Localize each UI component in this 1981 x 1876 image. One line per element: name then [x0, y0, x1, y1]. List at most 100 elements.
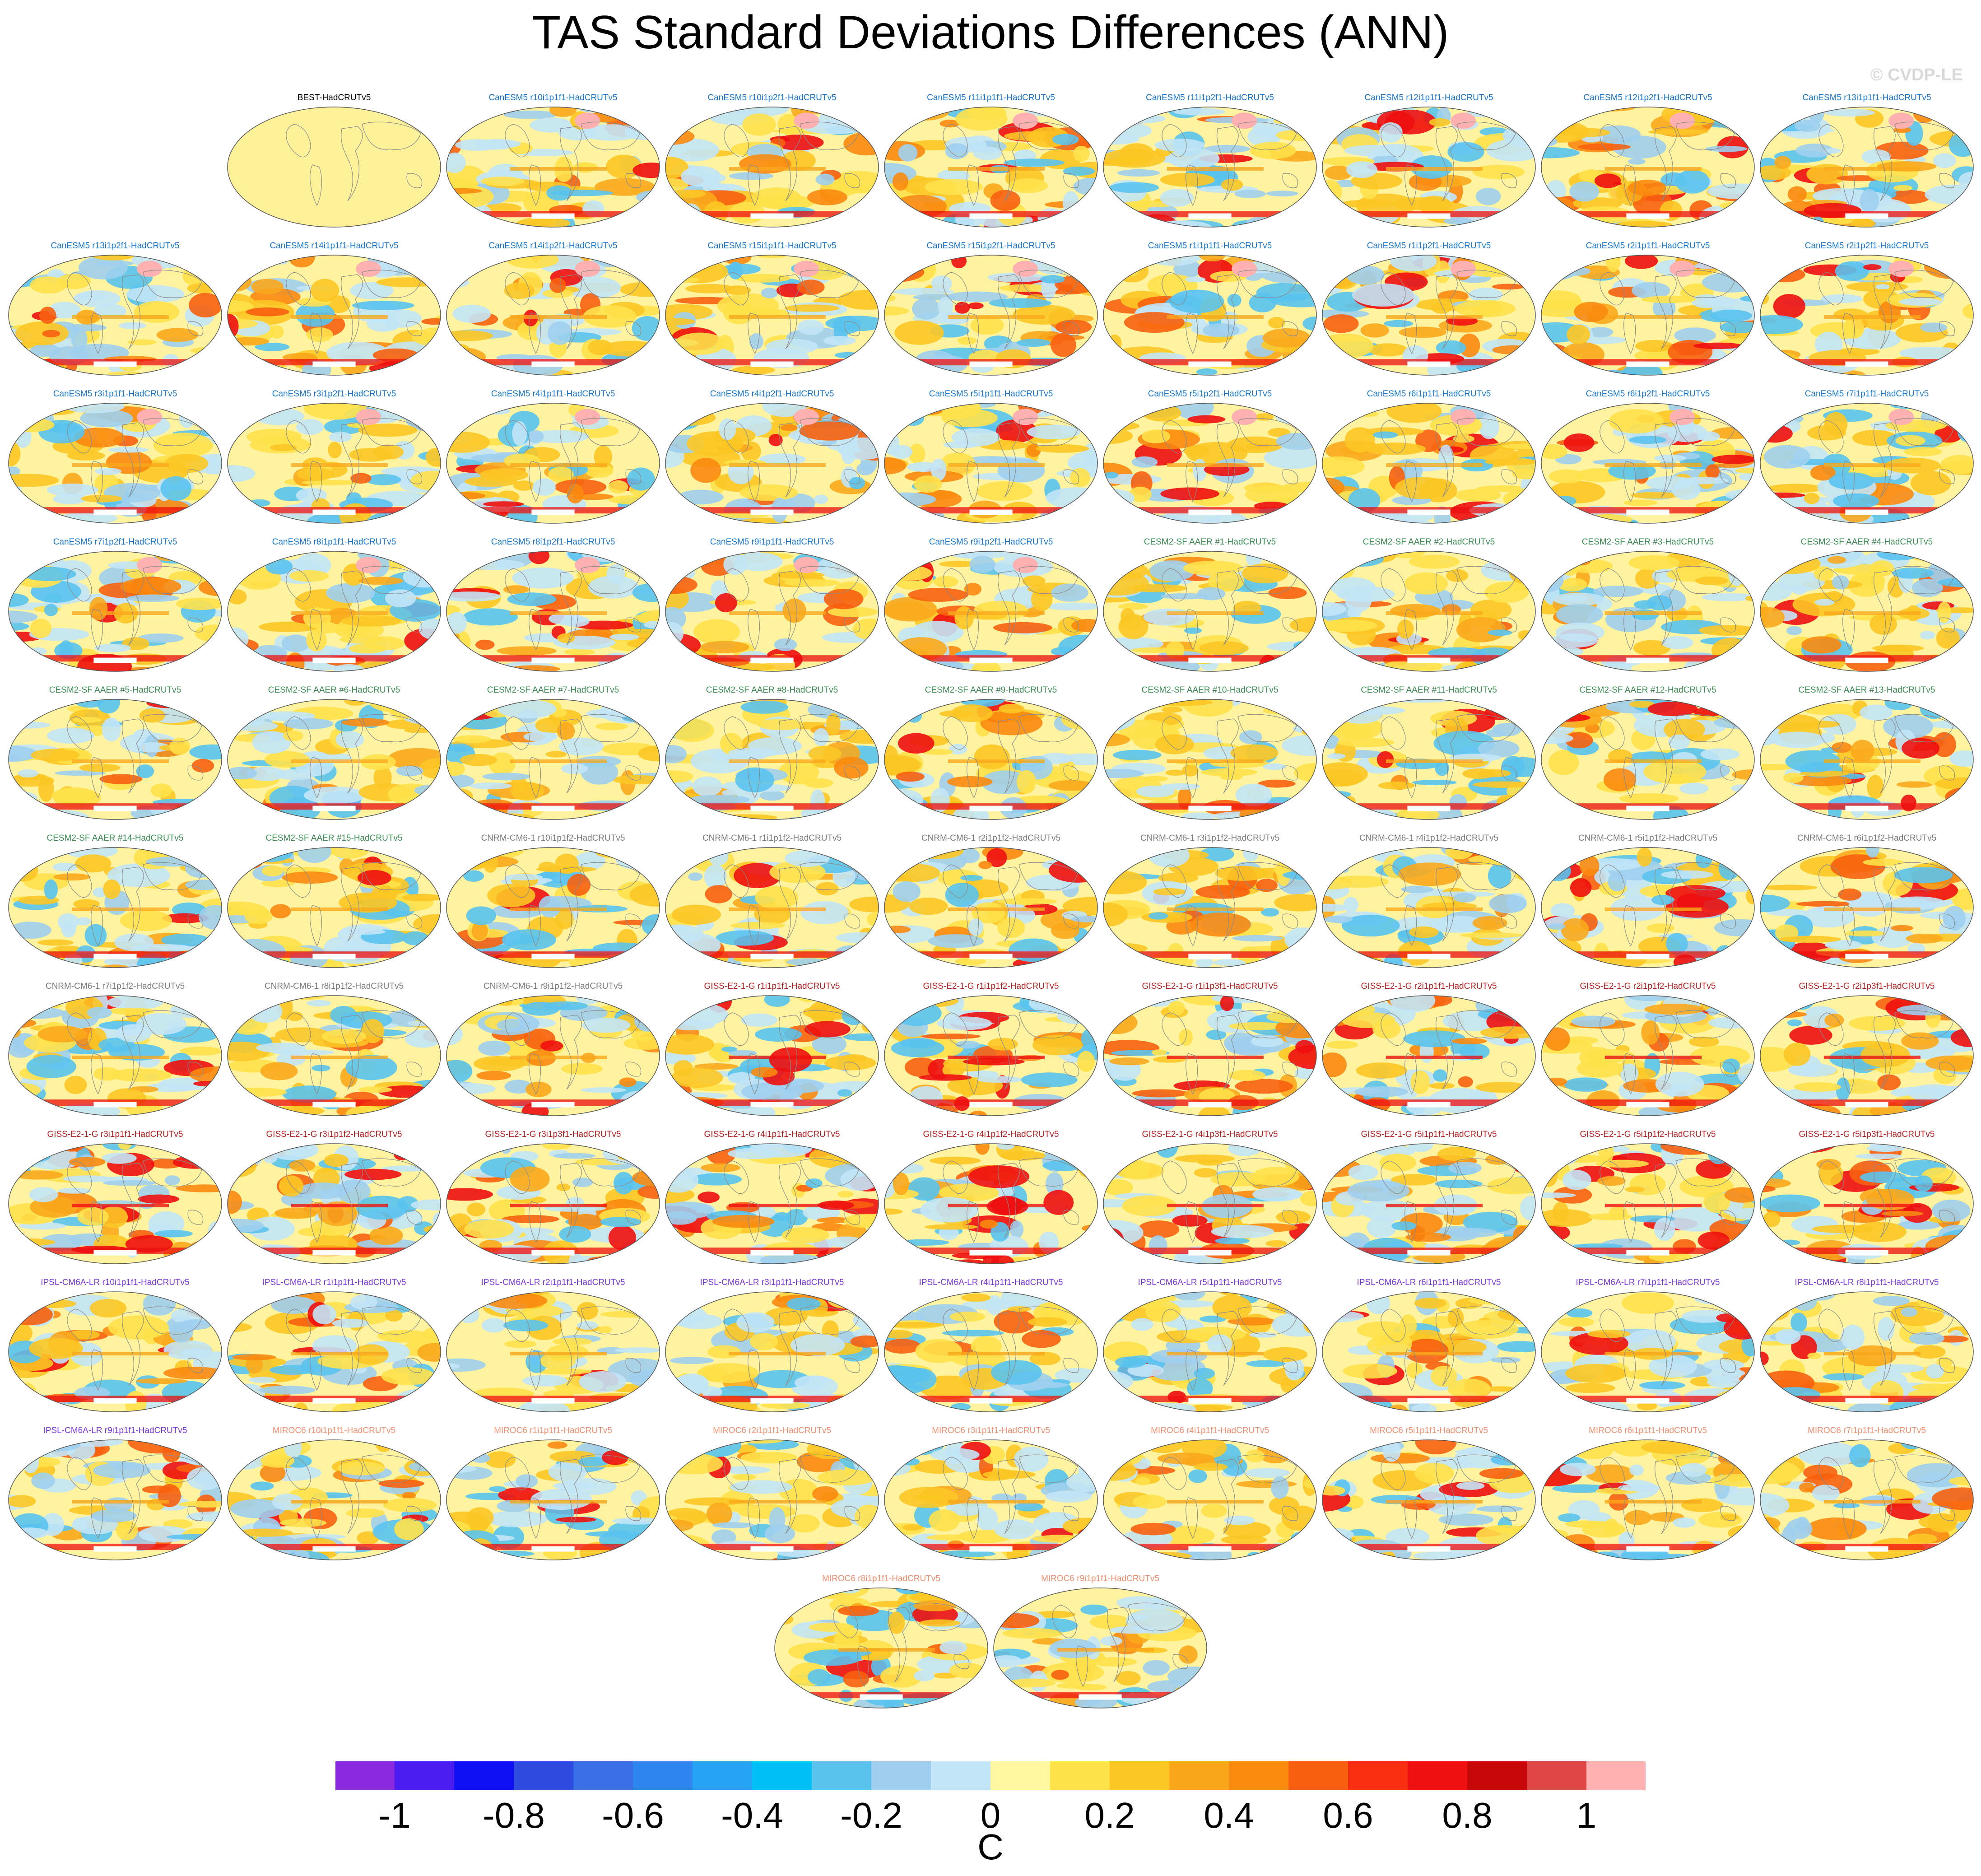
world-map [993, 1587, 1207, 1708]
world-map [884, 847, 1098, 968]
world-map [446, 1291, 660, 1412]
map-panel-title: CESM2-SF AAER #7-HadCRUTv5 [487, 685, 619, 695]
map-panel: MIROC6 r7i1p1f1-HadCRUTv5 [1759, 1425, 1974, 1561]
map-panel-title: MIROC6 r9i1p1f1-HadCRUTv5 [1041, 1574, 1159, 1583]
map-panel: CanESM5 r8i1p2f1-HadCRUTv5 [446, 537, 660, 672]
world-map [1760, 107, 1974, 228]
map-panel: CanESM5 r15i1p2f1-HadCRUTv5 [884, 241, 1098, 376]
map-panel: CanESM5 r11i1p2f1-HadCRUTv5 [1102, 93, 1317, 228]
map-panel-grid: BEST-HadCRUTv5 CanESM5 r10i1p1f1-HadCRUTv… [8, 93, 1974, 1709]
colorbar-swatch [1586, 1761, 1646, 1791]
map-panel-title: CanESM5 r12i1p1f1-HadCRUTv5 [1364, 93, 1493, 102]
map-panel: CanESM5 r14i1p1f1-HadCRUTv5 [227, 241, 442, 376]
map-panel: CanESM5 r4i1p1f1-HadCRUTv5 [446, 389, 660, 524]
world-map [1760, 1439, 1974, 1560]
map-panel: CanESM5 r7i1p2f1-HadCRUTv5 [8, 537, 223, 672]
map-panel-title: CESM2-SF AAER #5-HadCRUTv5 [49, 685, 181, 695]
world-map [227, 995, 441, 1116]
map-panel: CNRM-CM6-1 r3i1p1f2-HadCRUTv5 [1102, 833, 1317, 968]
map-panel: GISS-E2-1-G r5i1p1f1-HadCRUTv5 [1321, 1129, 1536, 1265]
map-panel-title: CanESM5 r7i1p1f1-HadCRUTv5 [1804, 389, 1929, 399]
map-panel-title: CESM2-SF AAER #15-HadCRUTv5 [265, 833, 403, 843]
map-panel: IPSL-CM6A-LR r2i1p1f1-HadCRUTv5 [446, 1277, 660, 1413]
world-map [1541, 1143, 1755, 1264]
map-panel: MIROC6 r8i1p1f1-HadCRUTv5 [774, 1573, 989, 1709]
colorbar-swatch [693, 1761, 753, 1791]
world-map [227, 255, 441, 376]
map-panel-title: MIROC6 r7i1p1f1-HadCRUTv5 [1808, 1426, 1926, 1435]
world-map [1322, 1143, 1536, 1264]
map-panel: CanESM5 r5i1p2f1-HadCRUTv5 [1102, 389, 1317, 524]
map-panel-title: CNRM-CM6-1 r3i1p1f2-HadCRUTv5 [1140, 833, 1280, 843]
world-map [446, 551, 660, 672]
map-panel-title: IPSL-CM6A-LR r2i1p1f1-HadCRUTv5 [481, 1278, 625, 1287]
map-panel-title: MIROC6 r4i1p1f1-HadCRUTv5 [1151, 1426, 1269, 1435]
world-map [1322, 1439, 1536, 1560]
map-panel-title: CESM2-SF AAER #6-HadCRUTv5 [268, 685, 400, 695]
world-map [1541, 107, 1755, 228]
colorbar-tick-label: -0.2 [840, 1795, 902, 1835]
map-panel: CanESM5 r13i1p2f1-HadCRUTv5 [8, 241, 223, 376]
colorbar-tick-label: -0.4 [721, 1795, 783, 1835]
map-panel: IPSL-CM6A-LR r9i1p1f1-HadCRUTv5 [8, 1425, 223, 1561]
map-panel-title: CanESM5 r13i1p1f1-HadCRUTv5 [1802, 93, 1931, 102]
colorbar-swatch [752, 1761, 812, 1791]
map-panel-title: CNRM-CM6-1 r7i1p1f2-HadCRUTv5 [45, 982, 185, 991]
map-panel-title: CNRM-CM6-1 r2i1p1f2-HadCRUTv5 [921, 833, 1061, 843]
map-panel-title: GISS-E2-1-G r5i1p3f1-HadCRUTv5 [1799, 1130, 1935, 1139]
world-map [1322, 107, 1536, 228]
map-panel: IPSL-CM6A-LR r10i1p1f1-HadCRUTv5 [8, 1277, 223, 1413]
world-map [884, 995, 1098, 1116]
map-panel-title: IPSL-CM6A-LR r5i1p1f1-HadCRUTv5 [1138, 1278, 1282, 1287]
map-panel: GISS-E2-1-G r5i1p1f2-HadCRUTv5 [1540, 1129, 1755, 1265]
world-map [227, 403, 441, 524]
map-panel-title: CanESM5 r15i1p1f1-HadCRUTv5 [707, 241, 837, 251]
map-panel-title: CESM2-SF AAER #4-HadCRUTv5 [1800, 537, 1933, 547]
world-map [1760, 1291, 1974, 1412]
colorbar-swatch [1110, 1761, 1170, 1791]
map-panel: CNRM-CM6-1 r6i1p1f2-HadCRUTv5 [1759, 833, 1974, 968]
map-panel-title: GISS-E2-1-G r2i1p1f1-HadCRUTv5 [1361, 982, 1497, 991]
map-panel: CESM2-SF AAER #4-HadCRUTv5 [1759, 537, 1974, 672]
world-map [1760, 403, 1974, 524]
map-panel-title: GISS-E2-1-G r4i1p1f2-HadCRUTv5 [923, 1130, 1059, 1139]
map-panel: CanESM5 r4i1p2f1-HadCRUTv5 [665, 389, 879, 524]
world-map [665, 995, 879, 1116]
world-map [227, 1439, 441, 1560]
map-panel: MIROC6 r4i1p1f1-HadCRUTv5 [1102, 1425, 1317, 1561]
world-map [1541, 551, 1755, 672]
colorbar-swatch [633, 1761, 693, 1791]
world-map [227, 107, 441, 228]
map-panel-title: MIROC6 r2i1p1f1-HadCRUTv5 [713, 1426, 831, 1435]
map-panel: CNRM-CM6-1 r9i1p1f2-HadCRUTv5 [446, 981, 660, 1117]
map-panel-title: MIROC6 r6i1p1f1-HadCRUTv5 [1589, 1426, 1707, 1435]
map-panel-title: CanESM5 r6i1p1f1-HadCRUTv5 [1367, 389, 1491, 399]
map-panel-title: CESM2-SF AAER #9-HadCRUTv5 [925, 685, 1057, 695]
map-panel: IPSL-CM6A-LR r7i1p1f1-HadCRUTv5 [1540, 1277, 1755, 1413]
world-map [665, 551, 879, 672]
map-panel: GISS-E2-1-G r1i1p1f2-HadCRUTv5 [884, 981, 1098, 1117]
map-panel: CNRM-CM6-1 r2i1p1f2-HadCRUTv5 [884, 833, 1098, 968]
map-panel-title: CanESM5 r7i1p2f1-HadCRUTv5 [53, 537, 177, 547]
map-panel: MIROC6 r3i1p1f1-HadCRUTv5 [884, 1425, 1098, 1561]
world-map [1541, 847, 1755, 968]
world-map [446, 1143, 660, 1264]
map-panel-title: GISS-E2-1-G r1i1p1f1-HadCRUTv5 [704, 982, 840, 991]
map-panel: GISS-E2-1-G r5i1p3f1-HadCRUTv5 [1759, 1129, 1974, 1265]
map-panel-title: CanESM5 r5i1p1f1-HadCRUTv5 [929, 389, 1053, 399]
world-map [1103, 995, 1317, 1116]
map-panel: CESM2-SF AAER #3-HadCRUTv5 [1540, 537, 1755, 672]
colorbar-swatch [812, 1761, 872, 1791]
world-map [884, 1291, 1098, 1412]
world-map [1541, 995, 1755, 1116]
world-map [8, 255, 222, 376]
map-panel: IPSL-CM6A-LR r4i1p1f1-HadCRUTv5 [884, 1277, 1098, 1413]
world-map [227, 1291, 441, 1412]
map-panel: MIROC6 r6i1p1f1-HadCRUTv5 [1540, 1425, 1755, 1561]
map-panel: CNRM-CM6-1 r4i1p1f2-HadCRUTv5 [1321, 833, 1536, 968]
map-panel-title: IPSL-CM6A-LR r9i1p1f1-HadCRUTv5 [43, 1426, 187, 1435]
map-panel-title: CESM2-SF AAER #12-HadCRUTv5 [1579, 685, 1716, 695]
colorbar-swatch [1467, 1761, 1527, 1791]
world-map [884, 699, 1098, 820]
map-panel: CESM2-SF AAER #13-HadCRUTv5 [1759, 685, 1974, 820]
